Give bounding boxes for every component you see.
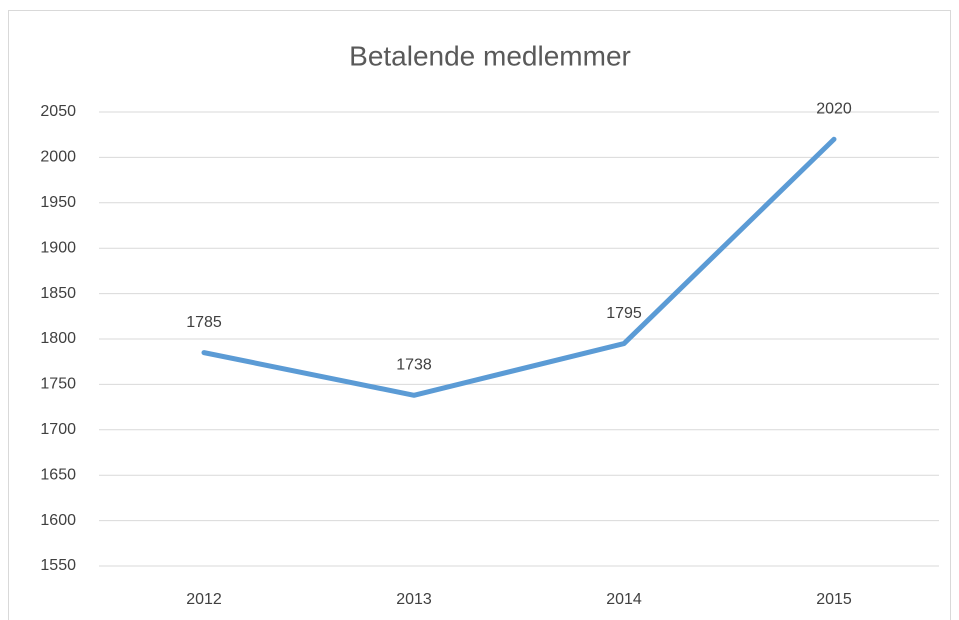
x-tick-label: 2012 [186,591,222,608]
x-tick-label: 2014 [606,591,642,608]
y-tick-label: 1750 [40,376,76,393]
data-label: 1738 [396,357,432,374]
y-tick-label: 1700 [40,421,76,438]
y-tick-label: 1900 [40,239,76,256]
y-tick-label: 2000 [40,149,76,166]
chart-title: Betalende medlemmer [349,40,631,71]
y-tick-label: 1550 [40,557,76,574]
data-label: 2020 [816,100,852,117]
data-label: 1785 [186,314,222,331]
x-tick-label: 2013 [396,591,432,608]
y-tick-label: 2050 [40,103,76,120]
y-tick-label: 1850 [40,285,76,302]
y-tick-label: 1800 [40,330,76,347]
chart-frame [8,10,951,620]
y-tick-label: 1650 [40,466,76,483]
y-tick-label: 1950 [40,194,76,211]
data-label: 1795 [606,305,642,322]
y-tick-label: 1600 [40,512,76,529]
data-line [201,136,837,398]
x-tick-label: 2015 [816,591,852,608]
